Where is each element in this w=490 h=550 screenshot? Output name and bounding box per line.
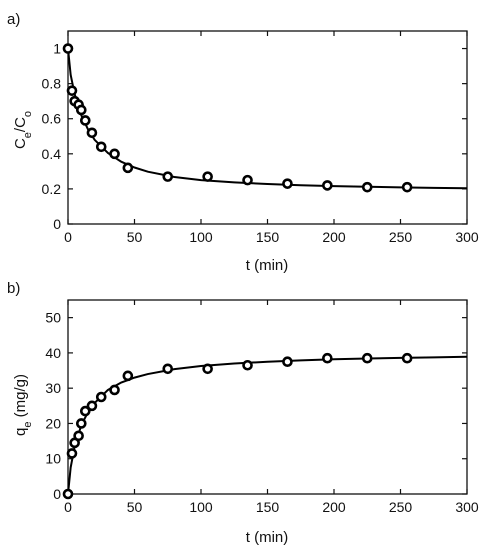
panel-b-ytick-label: 20 xyxy=(45,415,61,431)
panel-b-data-point xyxy=(361,352,373,364)
panel-b-xlabel: t (min) xyxy=(246,529,289,546)
panel-b-xtick-label: 200 xyxy=(322,499,346,515)
panel-b-xtick-label: 250 xyxy=(389,499,413,515)
panel-b-ytick-label: 50 xyxy=(45,310,61,326)
panel-b-data-point xyxy=(242,359,253,371)
panel-b-frame xyxy=(67,299,468,495)
panel-b-label: b) xyxy=(7,280,20,297)
panel-b-data-point xyxy=(79,405,91,417)
panel-a-ytick-label: 1 xyxy=(53,41,61,57)
panel-b-data-point xyxy=(109,384,120,396)
panel-b-ytick-label: 10 xyxy=(45,451,61,467)
panel-b-data-point xyxy=(62,488,74,500)
panel-b-data-point xyxy=(162,363,174,375)
panel-b-data-point xyxy=(73,430,84,442)
panel-a-data-point xyxy=(122,162,134,174)
panel-a-ytick-label: 0 xyxy=(53,216,61,232)
panel-a-xtick-label: 50 xyxy=(127,229,143,245)
panel-b-plot: 0 50 100 150 200 250 300 0 10 20 30 40 50 xyxy=(45,299,479,515)
panel-a-xtick-label: 300 xyxy=(455,229,479,245)
panel-a-data-point xyxy=(95,141,107,153)
panel-b-data-point xyxy=(86,400,98,412)
panel-a-data-point xyxy=(162,171,174,182)
panel-a-xtick-label: 250 xyxy=(389,229,413,245)
panel-a-data-point xyxy=(79,115,91,126)
panel-a-ytick-label: 0.4 xyxy=(42,146,62,162)
panel-b-data-point xyxy=(66,448,78,459)
panel-a-label: a) xyxy=(7,11,20,28)
panel-b-data-point xyxy=(282,356,293,368)
panel-a-data-point xyxy=(322,180,333,191)
panel-b-data-point xyxy=(95,391,107,403)
panel-b-data-point xyxy=(76,418,87,429)
panel-a-frame xyxy=(67,30,468,225)
panel-a-ylabel: Ce/Co xyxy=(12,111,34,149)
panel-b: b) qe (mg/g) t (min) 0 50 100 150 200 250 3000… xyxy=(7,280,479,546)
panel-b-ylabel: qe (mg/g) xyxy=(12,374,34,436)
panel-b-xtick-label: 0 xyxy=(64,499,72,515)
panel-b-ytick-label: 0 xyxy=(53,486,61,502)
panel-b-data-point xyxy=(122,370,134,382)
panel-a-data-point xyxy=(401,181,413,193)
panel-a-xlabel: t (min) xyxy=(246,257,289,274)
panel-a-xtick-label: 150 xyxy=(256,229,280,245)
panel-a-ytick-label: 0.8 xyxy=(42,76,62,92)
panel-a-ytick-label: 0.2 xyxy=(42,181,62,197)
panel-b-xtick-label: 300 xyxy=(455,499,479,515)
panel-a: a) Ce/Co t (min) 0 50 100 150 200 250 30000.20… xyxy=(7,11,479,274)
panel-a-data-point xyxy=(66,85,78,96)
panel-a-data-point xyxy=(202,171,213,182)
panel-a-xtick-label: 0 xyxy=(64,229,72,245)
panel-a-data-point xyxy=(361,181,373,193)
panel-a-data-point xyxy=(86,127,98,139)
panel-a-data-point xyxy=(109,148,120,160)
panel-b-data-point xyxy=(322,352,333,364)
panel-b-data-point xyxy=(202,363,213,375)
panel-b-xtick-label: 100 xyxy=(189,499,213,515)
panel-b-xtick-label: 50 xyxy=(127,499,143,515)
panel-b-xtick-label: 150 xyxy=(256,499,280,515)
panel-a-data-point xyxy=(282,178,293,189)
panel-b-ytick-label: 40 xyxy=(45,345,61,361)
panel-a-data-point xyxy=(62,43,74,54)
panel-b-data-point xyxy=(401,352,413,364)
panel-a-xtick-label: 100 xyxy=(189,229,213,245)
panel-a-data-point xyxy=(76,104,87,116)
panel-b-ytick-label: 30 xyxy=(45,380,61,396)
panel-a-xtick-label: 200 xyxy=(322,229,346,245)
panel-a-data-point xyxy=(242,174,253,186)
panel-a-plot: 0 50 100 150 200 250 300 0 0.2 0.4 0.6 0.8 1 xyxy=(42,30,479,245)
panel-a-ytick-label: 0.6 xyxy=(42,111,62,127)
